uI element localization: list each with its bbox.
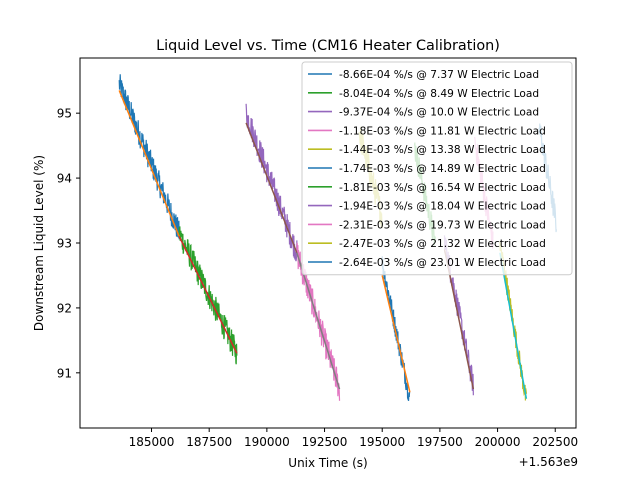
legend-label: -2.31E-03 %/s @ 19.73 W Electric Load (339, 219, 546, 231)
y-axis-label: Downstream Liquid Level (%) (32, 155, 46, 331)
series-line-2 (178, 226, 238, 365)
series-line-3 (245, 103, 298, 262)
fit-line-7 (499, 252, 528, 399)
y-tick-label: 92 (57, 301, 72, 315)
legend-label: -2.47E-03 %/s @ 21.32 W Electric Load (339, 238, 546, 250)
x-tick-label: 187500 (186, 435, 232, 449)
x-tick-label: 190000 (244, 435, 290, 449)
legend-label: -2.64E-03 %/s @ 23.01 W Electric Load (339, 257, 546, 269)
fit-layer (118, 90, 528, 399)
x-tick-label: 192500 (302, 435, 348, 449)
fit-line-4 (296, 252, 341, 390)
x-tick-label: 195000 (359, 435, 405, 449)
series-line-1 (118, 74, 180, 240)
fit-line-1 (118, 90, 180, 237)
legend-label: -1.81E-03 %/s @ 16.54 W Electric Load (339, 182, 546, 194)
legend-label: -1.44E-03 %/s @ 13.38 W Electric Load (339, 144, 546, 156)
legend-label: -9.37E-04 %/s @ 10.0 W Electric Load (339, 107, 539, 119)
x-tick-label: 185000 (129, 435, 175, 449)
legend: -8.66E-04 %/s @ 7.37 W Electric Load -8.0… (301, 61, 573, 276)
y-tick-label: 91 (57, 366, 72, 380)
legend-label: -1.94E-03 %/s @ 18.04 W Electric Load (339, 201, 546, 213)
legend-label: -8.66E-04 %/s @ 7.37 W Electric Load (339, 69, 539, 81)
y-tick-label: 93 (57, 237, 72, 251)
legend-label: -1.74E-03 %/s @ 14.89 W Electric Load (339, 163, 546, 175)
x-axis-label: Unix Time (s) (288, 456, 367, 470)
x-tick-label: 197500 (417, 435, 463, 449)
fit-line-5 (381, 275, 411, 393)
x-tick-label: 202500 (532, 435, 578, 449)
legend-label: -8.04E-04 %/s @ 8.49 W Electric Load (339, 88, 539, 100)
y-tick-label: 94 (57, 172, 72, 186)
legend-label: -1.18E-03 %/s @ 11.81 W Electric Load (339, 125, 546, 137)
y-tick-label: 95 (57, 107, 72, 121)
fit-line-3 (245, 122, 298, 254)
legend-box (301, 61, 573, 276)
chart-title: Liquid Level vs. Time (CM16 Heater Calib… (156, 38, 500, 54)
x-axis-ticks: 185000 187500 190000 192500 195000 197500 2000… (129, 428, 578, 449)
fit-line-2 (178, 236, 238, 354)
x-offset-label: +1.563e9 (519, 455, 578, 469)
y-axis-ticks: 91 92 93 94 95 (57, 107, 80, 380)
x-tick-label: 200000 (475, 435, 521, 449)
series-line-4 (296, 242, 341, 401)
